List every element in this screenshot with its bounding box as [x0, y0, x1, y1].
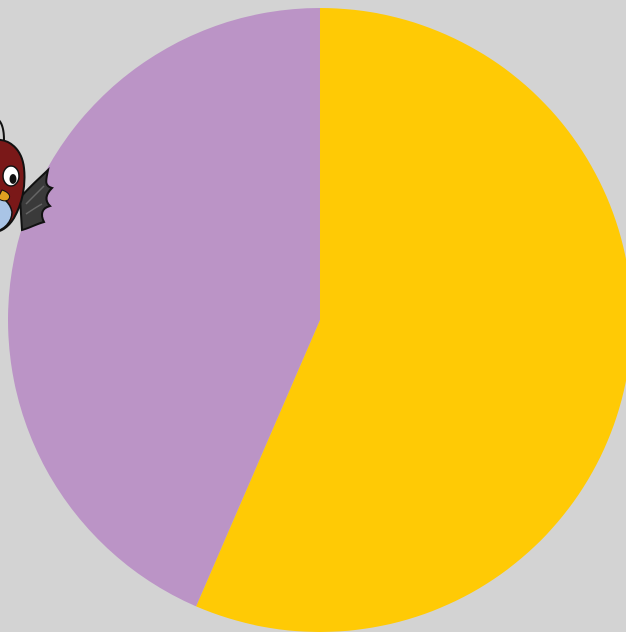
- pie-slices: [8, 8, 626, 632]
- cartoon-bird-icon: [0, 120, 54, 232]
- pie-slice-2: [8, 8, 320, 607]
- pie-slice-1: [196, 8, 626, 632]
